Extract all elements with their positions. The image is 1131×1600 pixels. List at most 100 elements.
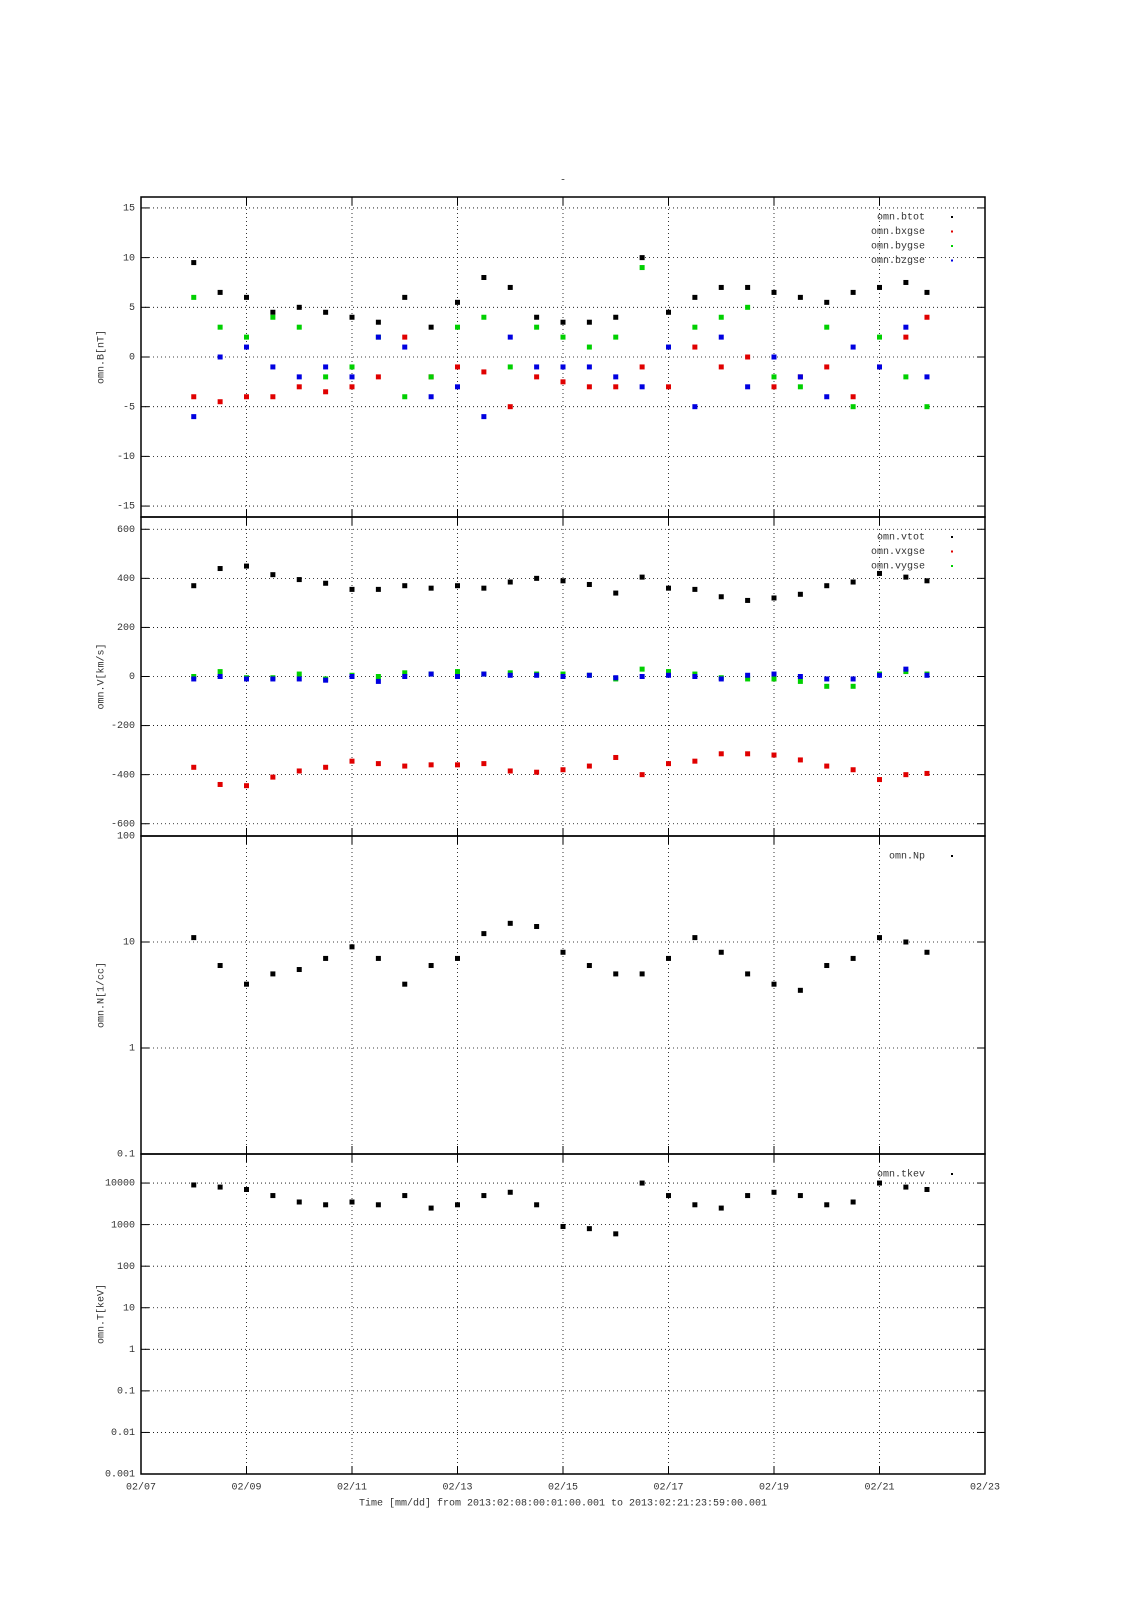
- chart-title: -: [560, 176, 566, 187]
- data-point: [850, 404, 856, 410]
- data-point: [481, 585, 487, 591]
- data-point: [455, 669, 460, 675]
- data-point: [270, 676, 276, 682]
- data-point: [375, 1202, 381, 1208]
- data-point: [217, 324, 223, 330]
- legend-label: omn.vygse: [871, 562, 925, 573]
- data-point: [903, 1184, 909, 1190]
- data-point: [296, 577, 302, 583]
- data-point: [375, 761, 381, 767]
- legend-marker: [951, 1173, 953, 1175]
- data-point: [692, 1202, 698, 1208]
- data-point: [402, 674, 408, 679]
- x-tick-label: 02/17: [653, 1482, 683, 1494]
- data-point: [455, 583, 460, 589]
- data-point: [692, 674, 698, 679]
- data-point: [877, 935, 882, 941]
- data-point: [718, 1205, 724, 1211]
- data-point: [534, 769, 540, 775]
- data-point: [560, 319, 566, 325]
- data-point: [296, 671, 302, 677]
- data-point: [191, 764, 197, 770]
- data-point: [877, 570, 882, 576]
- data-point: [718, 314, 724, 320]
- data-point: [481, 1193, 487, 1199]
- data-point: [402, 1193, 408, 1199]
- data-point: [586, 763, 592, 769]
- data-point: [270, 971, 276, 977]
- data-point: [639, 666, 645, 672]
- data-point: [455, 364, 460, 370]
- data-point: [903, 939, 909, 945]
- data-point: [771, 384, 777, 390]
- y-tick-label: 1: [129, 1345, 135, 1356]
- panel-frame: [140, 835, 986, 1155]
- data-point: [534, 575, 540, 581]
- data-point: [666, 585, 671, 591]
- data-point: [402, 763, 408, 769]
- y-tick-label: 10: [123, 253, 135, 264]
- data-point: [903, 666, 909, 672]
- data-point: [692, 586, 698, 592]
- data-point: [455, 299, 460, 305]
- y-tick-label: -5: [123, 402, 135, 413]
- data-point: [481, 761, 487, 767]
- data-point: [349, 314, 355, 320]
- data-point: [349, 364, 355, 370]
- legend-label: omn.Np: [889, 852, 925, 863]
- data-point: [639, 674, 645, 679]
- data-point: [270, 394, 276, 400]
- data-point: [639, 265, 645, 271]
- data-point: [296, 967, 302, 973]
- y-tick-label: 1000: [111, 1220, 135, 1231]
- y-tick-label: 10000: [105, 1179, 135, 1190]
- data-point: [824, 963, 830, 969]
- x-tick-label: 02/21: [864, 1482, 894, 1494]
- data-point: [692, 758, 698, 764]
- legend-marker: [951, 245, 953, 247]
- y-tick-label: 1: [129, 1044, 135, 1055]
- data-point: [349, 944, 355, 950]
- data-point: [586, 581, 592, 587]
- data-point: [217, 1184, 223, 1190]
- data-point: [323, 677, 329, 683]
- legend-label: omn.bxgse: [871, 226, 925, 238]
- data-point: [481, 369, 487, 375]
- data-point: [323, 764, 329, 770]
- data-point: [745, 676, 751, 682]
- data-point: [217, 354, 223, 360]
- data-point: [375, 586, 381, 592]
- data-point: [270, 314, 276, 320]
- data-point: [560, 379, 566, 385]
- data-point: [191, 583, 197, 589]
- data-point: [244, 334, 249, 340]
- data-point: [797, 678, 803, 684]
- data-point: [507, 404, 513, 410]
- data-point: [507, 364, 513, 370]
- data-point: [824, 676, 830, 682]
- data-point: [924, 374, 930, 380]
- data-point: [349, 674, 355, 679]
- data-point: [586, 344, 592, 350]
- data-point: [850, 1199, 856, 1205]
- data-point: [850, 289, 856, 295]
- data-point: [797, 674, 803, 679]
- data-point: [666, 761, 671, 767]
- data-point: [481, 414, 487, 420]
- data-point: [534, 374, 540, 380]
- legend-marker: [951, 565, 953, 567]
- data-point: [639, 772, 645, 778]
- data-point: [666, 1193, 671, 1199]
- data-point: [771, 374, 777, 380]
- data-point: [877, 284, 882, 290]
- data-point: [613, 754, 619, 760]
- data-point: [217, 669, 223, 675]
- data-point: [402, 334, 408, 340]
- data-point: [481, 314, 487, 320]
- data-point: [692, 294, 698, 300]
- data-point: [666, 309, 671, 315]
- legend-marker: [951, 550, 953, 553]
- data-point: [191, 1182, 197, 1188]
- data-point: [586, 364, 592, 370]
- data-point: [349, 1199, 355, 1205]
